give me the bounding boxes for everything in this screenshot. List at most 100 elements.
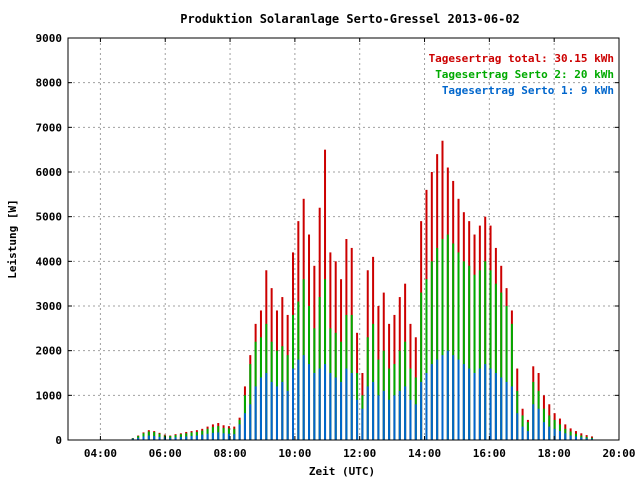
- bar-serto-1: [318, 368, 321, 440]
- bar-serto-1: [473, 373, 476, 440]
- bar-serto-1: [393, 395, 396, 440]
- bar-serto-2: [526, 422, 529, 440]
- legend-entry: Tagesertrag total: 30.15 kWh: [429, 52, 614, 65]
- bar-serto-1: [436, 359, 439, 440]
- y-tick-label: 6000: [36, 166, 63, 179]
- bar-serto-1: [489, 368, 492, 440]
- bar-serto-2: [324, 279, 327, 440]
- bar-serto-2: [457, 252, 460, 440]
- bar-serto-1: [585, 438, 588, 440]
- bar-serto-1: [590, 438, 593, 440]
- bar-serto-1: [382, 390, 385, 440]
- bar-serto-1: [233, 434, 236, 440]
- bar-serto-1: [190, 435, 193, 440]
- bar-serto-1: [414, 404, 417, 440]
- bar-serto-2: [505, 306, 508, 440]
- y-axis-label: Leistung [W]: [6, 199, 19, 278]
- bar-serto-1: [452, 355, 455, 440]
- bar-serto-1: [313, 373, 316, 440]
- bar-serto-1: [478, 368, 481, 440]
- y-tick-label: 5000: [36, 211, 63, 224]
- bar-serto-1: [324, 364, 327, 440]
- bar-serto-1: [302, 355, 305, 440]
- bar-serto-1: [537, 408, 540, 440]
- bar-serto-1: [259, 377, 262, 440]
- bar-serto-1: [158, 436, 161, 440]
- bar-serto-1: [441, 355, 444, 440]
- bar-serto-1: [206, 433, 209, 440]
- bar-serto-1: [398, 390, 401, 440]
- bar-serto-1: [201, 434, 204, 440]
- x-axis-label: Zeit (UTC): [309, 465, 375, 478]
- bar-serto-1: [340, 381, 343, 440]
- bar-serto-1: [404, 386, 407, 440]
- bar-serto-1: [468, 368, 471, 440]
- y-tick-label: 1000: [36, 389, 63, 402]
- bar-serto-1: [548, 426, 551, 440]
- legend-entry: Tagesertrag Serto 2: 20 kWh: [435, 68, 614, 81]
- bar-serto-1: [430, 364, 433, 440]
- bar-serto-1: [425, 373, 428, 440]
- bar-serto-1: [297, 359, 300, 440]
- y-tick-label: 8000: [36, 77, 63, 90]
- x-tick-label: 04:00: [84, 447, 117, 460]
- bar-serto-2: [494, 283, 497, 440]
- bar-serto-1: [137, 437, 140, 440]
- bar-serto-2: [446, 234, 449, 440]
- bar-serto-1: [147, 435, 150, 440]
- bar-serto-1: [254, 386, 257, 440]
- bar-serto-1: [532, 404, 535, 440]
- legend: Tagesertrag total: 30.15 kWh Tagesertrag …: [429, 52, 614, 97]
- chart-title: Produktion Solaranlage Serto-Gressel 201…: [180, 12, 520, 26]
- bar-serto-1: [329, 373, 332, 440]
- bar-serto-1: [265, 373, 268, 440]
- bar-serto-1: [292, 368, 294, 440]
- bar-serto-1: [281, 381, 284, 440]
- bar-serto-1: [526, 431, 529, 440]
- y-tick-label: 4000: [36, 255, 63, 268]
- bar-serto-1: [457, 359, 460, 440]
- bar-serto-1: [217, 432, 220, 440]
- bar-serto-1: [211, 432, 214, 440]
- x-tick-label: 06:00: [149, 447, 182, 460]
- bar-serto-1: [558, 431, 561, 440]
- bar-serto-1: [361, 408, 364, 440]
- bar-serto-1: [334, 377, 337, 440]
- x-tick-label: 08:00: [213, 447, 246, 460]
- x-tick-label: 16:00: [473, 447, 506, 460]
- y-tick-label: 2000: [36, 345, 63, 358]
- y-tick-label: 0: [55, 434, 62, 447]
- bar-serto-1: [462, 364, 465, 440]
- x-tick-label: 18:00: [538, 447, 571, 460]
- bar-serto-2: [473, 274, 476, 440]
- bar-serto-1: [494, 373, 497, 440]
- bar-serto-1: [286, 390, 289, 440]
- bar-serto-1: [500, 377, 503, 440]
- bar-serto-1: [564, 433, 567, 440]
- bar-serto-2: [484, 261, 487, 440]
- bar-serto-2: [500, 292, 503, 440]
- bar-serto-2: [436, 247, 439, 440]
- bar-serto-2: [153, 431, 156, 440]
- y-tick-label: 3000: [36, 300, 63, 313]
- bar-serto-2: [425, 279, 428, 440]
- bar-serto-1: [238, 424, 241, 440]
- legend-entry: Tagesertrag Serto 1: 9 kWh: [442, 84, 614, 97]
- bar-serto-2: [430, 261, 433, 440]
- plot-frame: [67, 37, 620, 441]
- bar-serto-1: [580, 437, 583, 440]
- bar-serto-1: [377, 395, 380, 440]
- bar-serto-1: [420, 381, 423, 440]
- bar-serto-2: [462, 261, 465, 440]
- x-tick-label: 14:00: [408, 447, 441, 460]
- bar-serto-1: [510, 386, 513, 440]
- bar-serto-1: [446, 350, 449, 440]
- bar-serto-2: [452, 243, 455, 440]
- bar-serto-2: [441, 239, 444, 440]
- bar-serto-1: [153, 435, 156, 440]
- bar-serto-1: [553, 428, 556, 440]
- bar-serto-2: [420, 292, 423, 440]
- bar-serto-1: [195, 435, 198, 440]
